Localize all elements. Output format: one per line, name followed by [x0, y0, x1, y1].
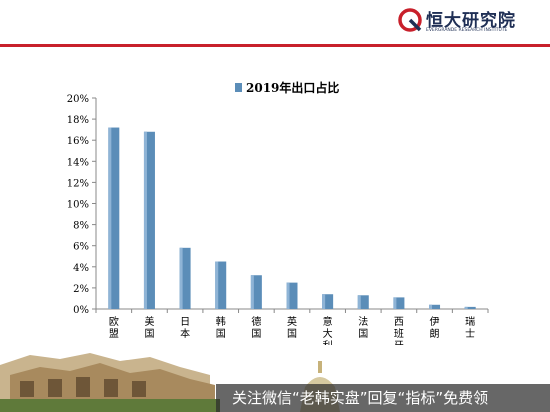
x-tick-label: 德 [251, 315, 261, 328]
y-tick-label: 10% [67, 200, 89, 211]
y-tick-label: 16% [67, 136, 89, 147]
y-tick-label: 0% [73, 305, 89, 316]
x-tick-label: 意 [323, 315, 333, 328]
legend-swatch [235, 83, 242, 92]
logo-name: 恒大研究院 [426, 11, 516, 31]
bar-highlight [393, 297, 397, 309]
y-tick-label: 18% [67, 115, 89, 126]
y-tick-label: 4% [73, 263, 89, 274]
bar [108, 127, 120, 309]
x-tick-label: 法 [358, 315, 368, 328]
x-tick-label: 大 [323, 327, 333, 340]
y-tick-label: 12% [67, 178, 89, 189]
x-tick-label: 国 [144, 328, 154, 340]
bar-highlight [429, 304, 433, 309]
x-tick-label: 士 [465, 327, 475, 340]
bar-highlight [179, 247, 183, 309]
x-tick-label: 班 [394, 328, 404, 340]
x-tick-label: 英 [287, 315, 297, 328]
promo-banner-text: 关注微信“老韩实盘”回复“指标”免费领 [232, 389, 489, 407]
bar-highlight [250, 275, 254, 309]
bar-highlight [215, 261, 219, 309]
x-tick-label: 日 [180, 317, 190, 328]
x-tick-label: 国 [216, 328, 226, 340]
x-tick-label: 国 [358, 328, 368, 340]
header-bar [0, 0, 550, 44]
x-tick-label: 韩 [216, 315, 226, 328]
promo-banner [216, 384, 550, 412]
bar [250, 275, 262, 309]
x-tick-label: 西 [394, 317, 404, 328]
y-tick-label: 14% [67, 157, 89, 168]
bar-highlight [143, 131, 147, 309]
bar [322, 294, 334, 309]
y-axis: 0% 2% 4% 6% 8% 10% 12% 14% 16% 18% 20% [67, 94, 97, 316]
legend: 2019年出口占比 [235, 80, 339, 95]
bar [464, 306, 476, 309]
y-tick-label: 6% [73, 242, 89, 253]
bar [429, 304, 441, 309]
logo-subtitle: EVERGRANDE RESEARCH INSTITUTE [426, 28, 508, 33]
bar [215, 261, 227, 309]
logo: 恒大研究院 EVERGRANDE RESEARCH INSTITUTE [398, 6, 548, 42]
y-tick-label: 8% [73, 221, 89, 232]
bar [143, 131, 155, 309]
y-tick-label: 20% [67, 94, 89, 105]
bar-highlight [357, 295, 361, 309]
legend-label: 2019年出口占比 [246, 80, 339, 95]
bar-highlight [108, 127, 112, 309]
x-tick-label: 国 [287, 328, 297, 340]
bars [108, 127, 476, 309]
x-axis: 欧盟美国日本韩国德国英国意大利法国西班牙伊朗瑞士 [95, 308, 489, 352]
logo-mark-icon [398, 8, 422, 32]
x-tick-label: 美 [144, 315, 154, 328]
bar-highlight [464, 306, 468, 309]
y-tick-label: 2% [73, 284, 89, 295]
bar-highlight [286, 282, 290, 309]
x-tick-label: 国 [251, 328, 261, 340]
x-tick-label: 朗 [430, 328, 440, 340]
bar [286, 282, 298, 309]
bar [393, 297, 405, 309]
x-tick-label: 盟 [109, 328, 119, 340]
bar [179, 247, 191, 309]
x-tick-label: 瑞 [465, 316, 475, 328]
x-tick-label: 伊 [430, 316, 440, 328]
x-tick-label: 本 [180, 327, 190, 340]
header-divider [0, 44, 550, 47]
bar [357, 295, 369, 309]
x-tick-label: 欧 [109, 316, 119, 328]
bar-highlight [322, 294, 326, 309]
